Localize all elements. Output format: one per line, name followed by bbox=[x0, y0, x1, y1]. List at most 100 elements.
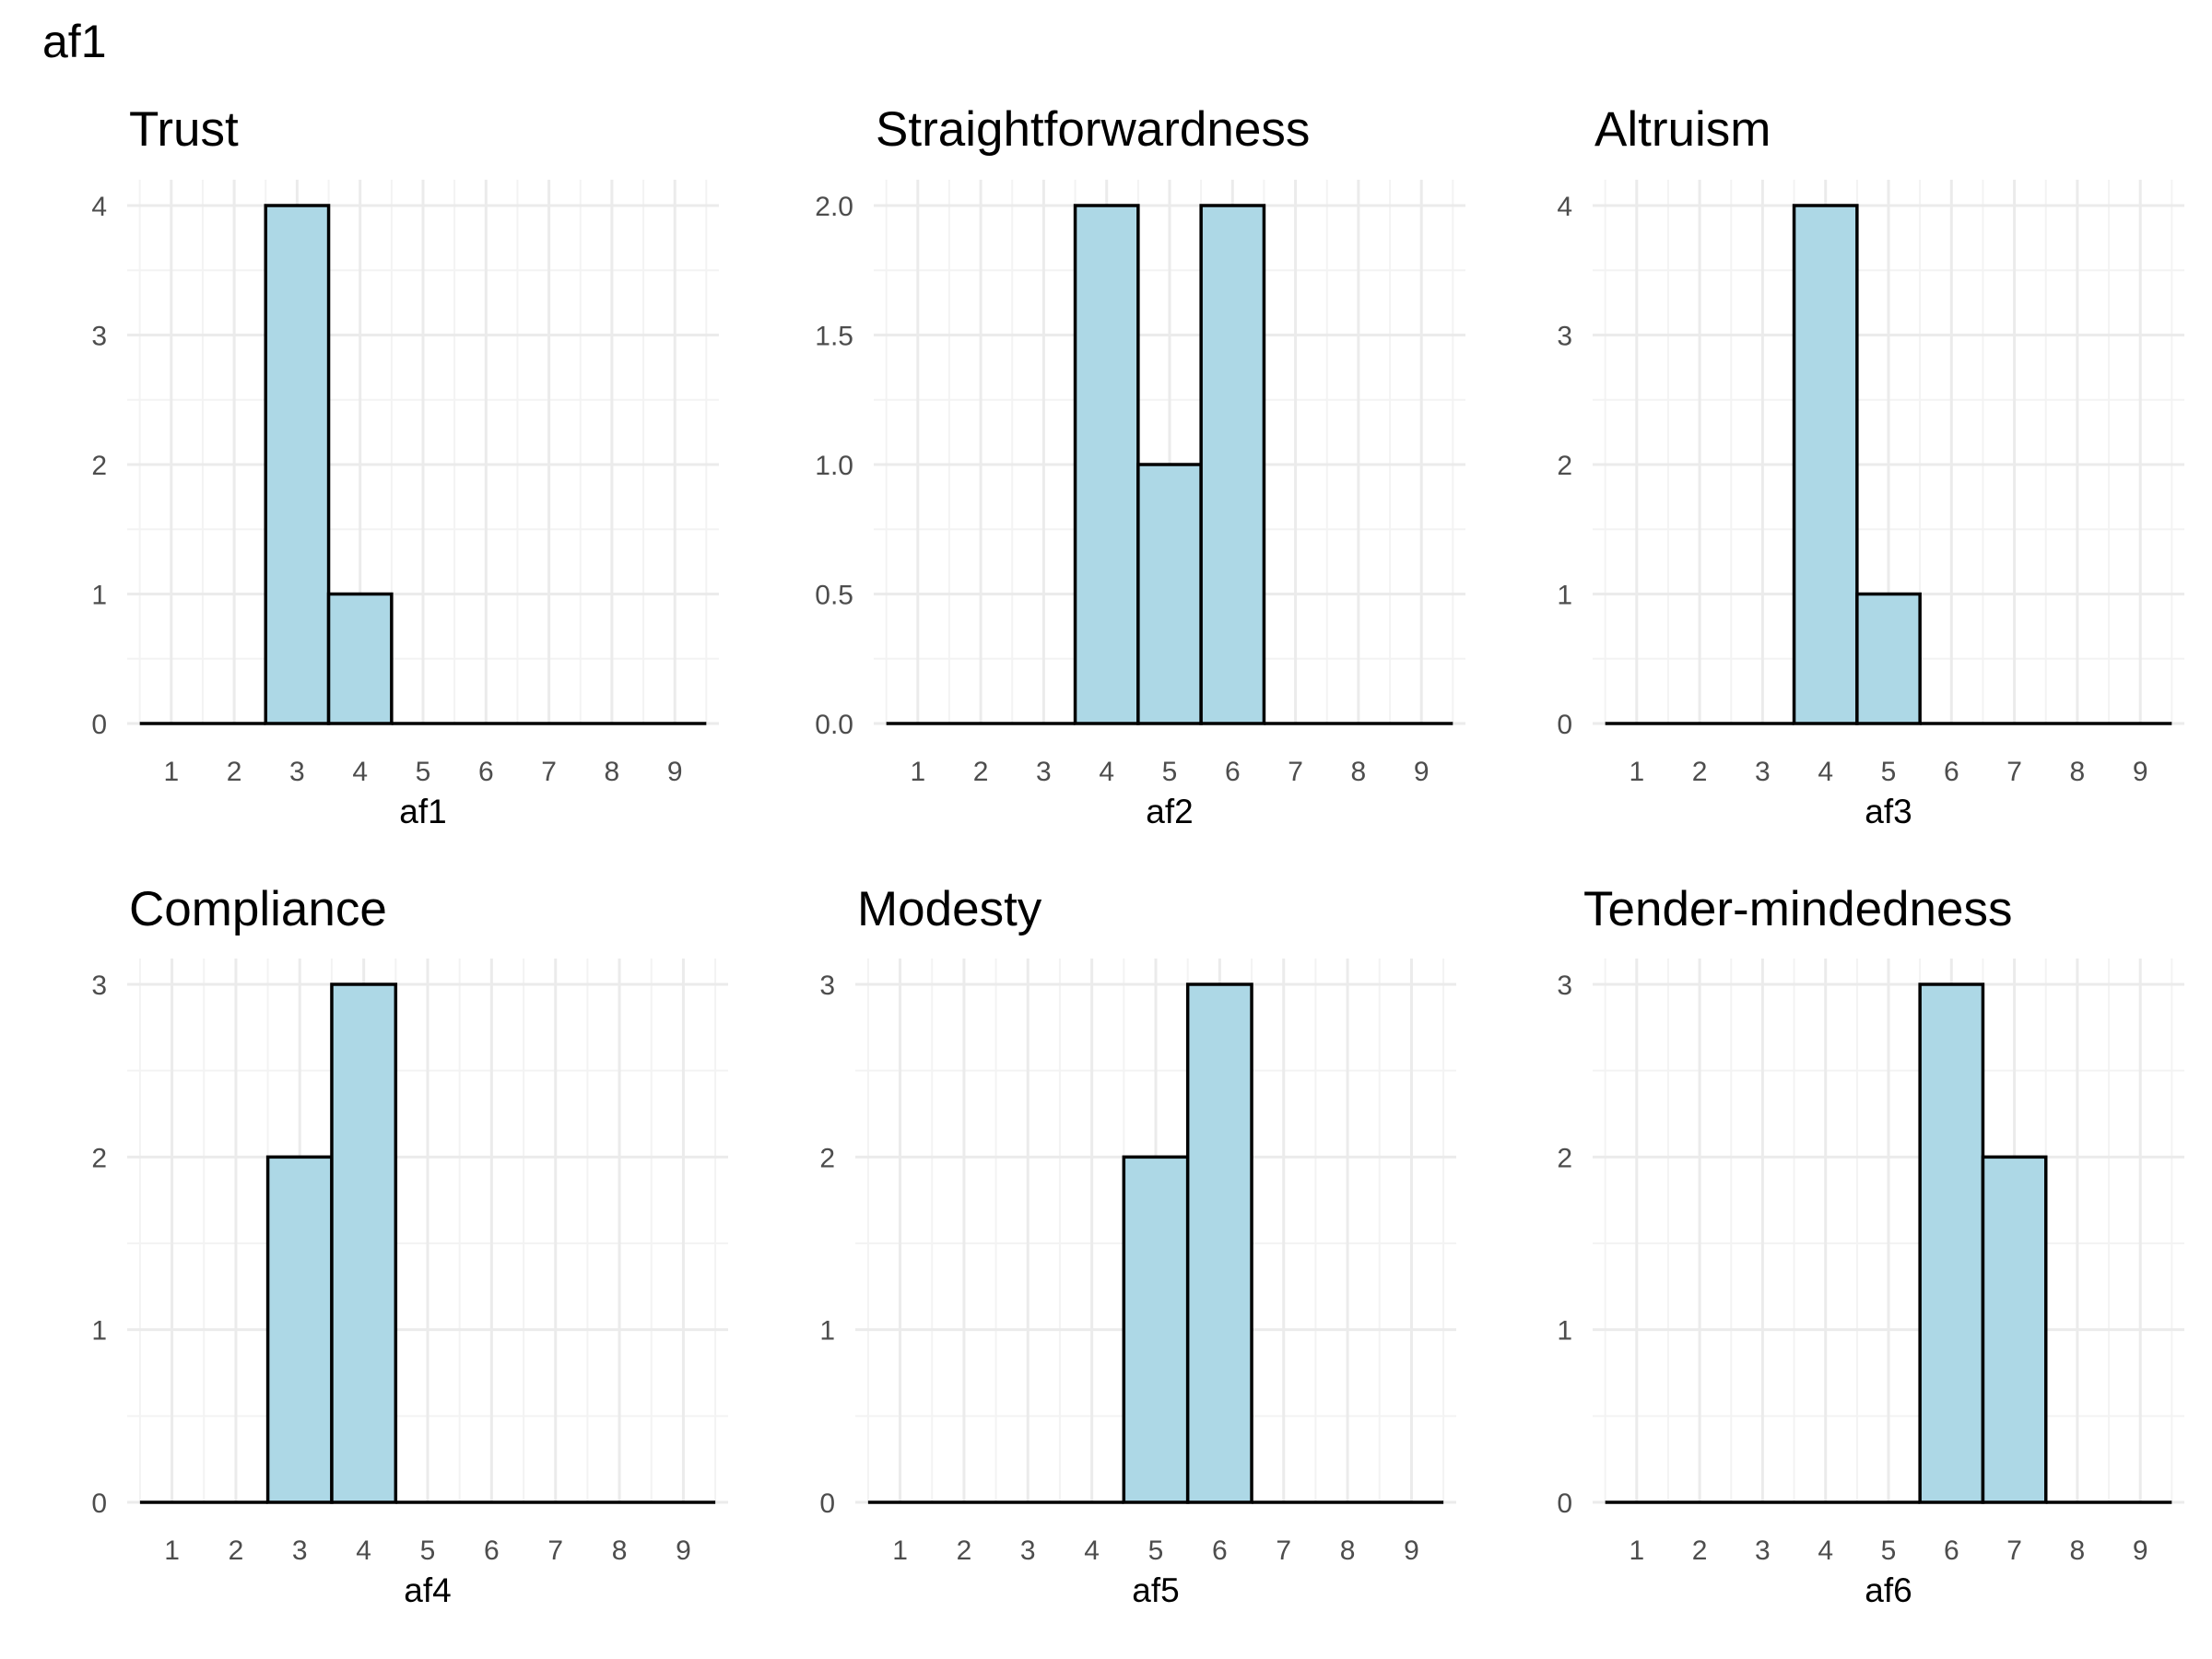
x-tick-label: 8 bbox=[605, 757, 620, 787]
x-tick-label: 8 bbox=[1340, 1535, 1356, 1566]
histogram-bar-6 bbox=[1185, 982, 1253, 1504]
x-tick-label: 3 bbox=[1755, 757, 1771, 787]
x-tick-label: 2 bbox=[229, 1535, 244, 1566]
x-tick-label: 5 bbox=[420, 1535, 436, 1566]
panel-5: 0 1 2 3 1 2 3 4 5 6 7 8 9 af5 Modesty bbox=[819, 882, 1456, 1609]
x-tick-label: 8 bbox=[612, 1535, 628, 1566]
panel-title: Straightforwardness bbox=[876, 102, 1310, 157]
x-tick-label: 8 bbox=[2070, 1535, 2086, 1566]
x-tick-label: 3 bbox=[1020, 1535, 1036, 1566]
y-tick-label: 2.0 bbox=[815, 192, 853, 222]
histogram-bar-6 bbox=[1199, 204, 1266, 725]
y-tick-label: 3 bbox=[819, 971, 835, 1001]
figure-title: af1 bbox=[42, 16, 107, 67]
histogram-bar-4 bbox=[326, 592, 394, 725]
y-tick-label: 2 bbox=[1557, 451, 1572, 481]
y-tick-label: 0.0 bbox=[815, 710, 853, 740]
x-tick-label: 3 bbox=[1036, 757, 1052, 787]
y-tick-label: 2 bbox=[819, 1143, 835, 1173]
histogram-bar-4 bbox=[1792, 204, 1859, 725]
x-tick-label: 5 bbox=[1162, 757, 1178, 787]
panel-4: 0 1 2 3 1 2 3 4 5 6 7 8 9 af4 Compliance bbox=[91, 882, 728, 1609]
panel-title: Altruism bbox=[1594, 102, 1771, 157]
y-tick-label: 1.0 bbox=[815, 451, 853, 481]
x-tick-label: 6 bbox=[1212, 1535, 1228, 1566]
y-tick-label: 2 bbox=[91, 451, 107, 481]
x-tick-label: 1 bbox=[892, 1535, 908, 1566]
x-tick-label: 6 bbox=[484, 1535, 500, 1566]
histogram-bar-4 bbox=[1073, 204, 1140, 725]
y-tick-label: 0 bbox=[1557, 1488, 1572, 1519]
x-tick-label: 6 bbox=[1944, 1535, 1959, 1566]
x-tick-label: 2 bbox=[227, 757, 242, 787]
y-tick-label: 1 bbox=[819, 1316, 835, 1347]
y-tick-label: 1 bbox=[91, 1316, 107, 1347]
x-tick-label: 8 bbox=[2070, 757, 2086, 787]
x-tick-label: 3 bbox=[289, 757, 305, 787]
x-tick-label: 3 bbox=[292, 1535, 308, 1566]
panel-title: Tender-mindedness bbox=[1583, 882, 2012, 936]
x-axis-title: af6 bbox=[1865, 1571, 1912, 1609]
x-tick-label: 1 bbox=[164, 1535, 180, 1566]
x-tick-label: 4 bbox=[1084, 1535, 1100, 1566]
x-tick-label: 4 bbox=[352, 757, 368, 787]
x-tick-label: 1 bbox=[1629, 757, 1644, 787]
x-tick-label: 2 bbox=[957, 1535, 972, 1566]
x-tick-label: 9 bbox=[1404, 1535, 1419, 1566]
x-tick-label: 7 bbox=[1276, 1535, 1291, 1566]
histogram-bar-5 bbox=[1136, 463, 1203, 725]
panel-3: 0 1 2 3 4 1 2 3 4 5 6 7 8 9 af3 Altruism bbox=[1557, 102, 2184, 830]
histogram-bar-3 bbox=[265, 1155, 334, 1504]
histogram-bar-4 bbox=[330, 982, 398, 1504]
y-tick-label: 0.5 bbox=[815, 581, 853, 611]
panel-title: Compliance bbox=[129, 882, 387, 936]
y-tick-label: 1 bbox=[1557, 581, 1572, 611]
y-tick-label: 2 bbox=[91, 1143, 107, 1173]
x-tick-label: 2 bbox=[973, 757, 989, 787]
x-tick-label: 7 bbox=[2006, 1535, 2022, 1566]
y-tick-label: 3 bbox=[91, 322, 107, 352]
y-tick-label: 2 bbox=[1557, 1143, 1572, 1173]
x-tick-label: 5 bbox=[1881, 1535, 1897, 1566]
x-axis-title: af1 bbox=[399, 793, 446, 830]
x-axis-title: af2 bbox=[1146, 793, 1193, 830]
y-tick-label: 0 bbox=[1557, 710, 1572, 740]
x-tick-label: 9 bbox=[676, 1535, 691, 1566]
x-tick-label: 7 bbox=[2006, 757, 2022, 787]
panel-2: 0.0 0.5 1.0 1.5 2.0 1 2 3 4 5 6 7 8 9 af2 Straightforwa… bbox=[815, 102, 1465, 830]
x-tick-label: 8 bbox=[1351, 757, 1367, 787]
x-tick-label: 1 bbox=[1629, 1535, 1644, 1566]
x-tick-label: 6 bbox=[1944, 757, 1959, 787]
x-tick-label: 1 bbox=[910, 757, 925, 787]
panel-title: Trust bbox=[129, 102, 239, 157]
histogram-bar-7 bbox=[1981, 1155, 2048, 1504]
y-tick-label: 0 bbox=[819, 1488, 835, 1519]
y-tick-label: 0 bbox=[91, 1488, 107, 1519]
y-tick-label: 1 bbox=[1557, 1316, 1572, 1347]
panel-1: 0 1 2 3 4 1 2 3 4 5 6 7 8 9 af1 Trust bbox=[91, 102, 719, 830]
y-tick-label: 3 bbox=[1557, 322, 1572, 352]
x-tick-label: 7 bbox=[541, 757, 557, 787]
x-tick-label: 9 bbox=[667, 757, 683, 787]
x-tick-label: 4 bbox=[1818, 757, 1833, 787]
panel-title: Modesty bbox=[857, 882, 1042, 936]
x-tick-label: 4 bbox=[1818, 1535, 1833, 1566]
x-tick-label: 5 bbox=[416, 757, 431, 787]
y-tick-label: 3 bbox=[91, 971, 107, 1001]
histogram-bar-3 bbox=[264, 204, 331, 725]
x-axis-title: af4 bbox=[404, 1571, 451, 1609]
x-tick-label: 1 bbox=[163, 757, 179, 787]
x-tick-label: 9 bbox=[2133, 757, 2148, 787]
histogram-bar-5 bbox=[1122, 1155, 1190, 1504]
x-tick-label: 3 bbox=[1755, 1535, 1771, 1566]
histogram-bar-5 bbox=[1855, 592, 1922, 725]
y-tick-label: 0 bbox=[91, 710, 107, 740]
x-tick-label: 6 bbox=[1225, 757, 1241, 787]
x-tick-label: 6 bbox=[478, 757, 494, 787]
x-tick-label: 2 bbox=[1692, 757, 1708, 787]
panel-6: 0 1 2 3 1 2 3 4 5 6 7 8 9 af6 Tender-mindedness bbox=[1557, 882, 2184, 1609]
x-tick-label: 9 bbox=[1414, 757, 1430, 787]
x-tick-label: 5 bbox=[1148, 1535, 1164, 1566]
x-axis-title: af5 bbox=[1132, 1571, 1179, 1609]
